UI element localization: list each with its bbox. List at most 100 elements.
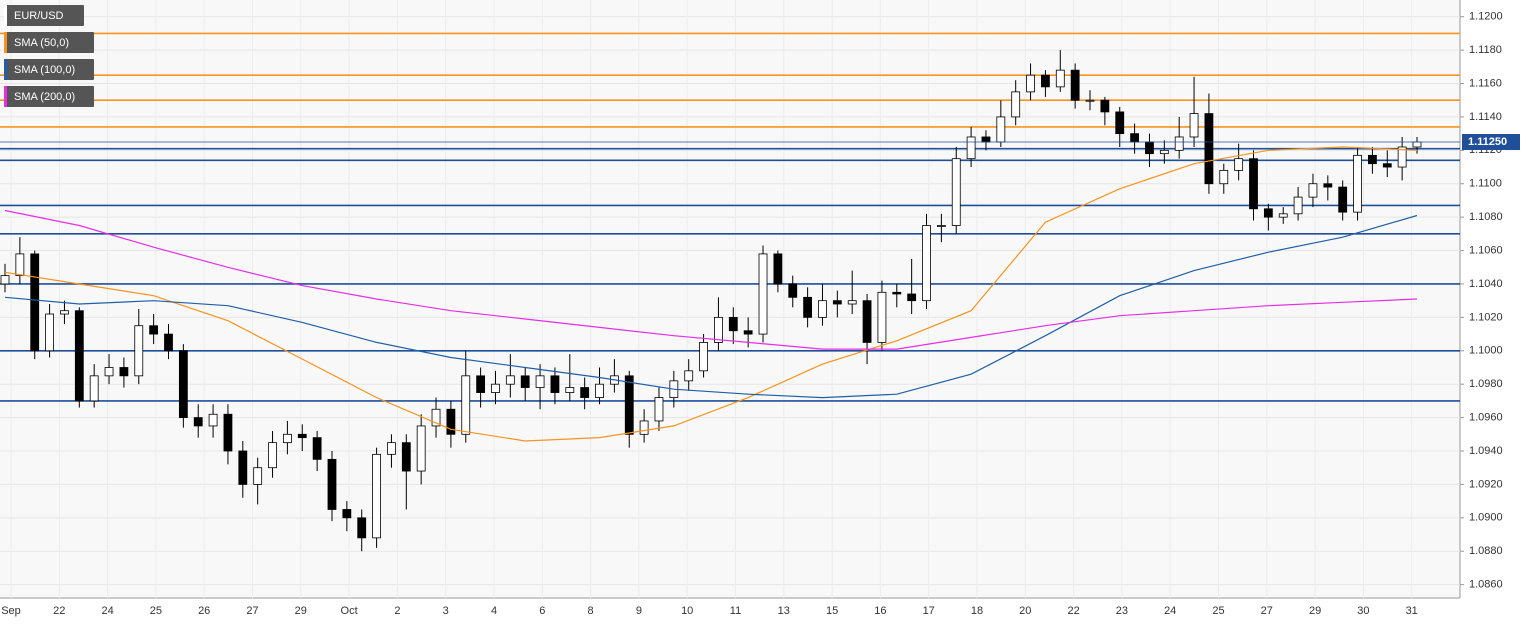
candle-body bbox=[1011, 91, 1021, 118]
candle-body bbox=[1382, 163, 1392, 168]
y-tick-label: 1.1040 bbox=[1469, 278, 1503, 290]
x-tick-label: 24 bbox=[101, 605, 113, 617]
candle-body bbox=[951, 158, 961, 226]
candle-body bbox=[1412, 141, 1422, 148]
y-tick-label: 1.0980 bbox=[1469, 378, 1503, 390]
candle-body bbox=[119, 367, 129, 377]
x-tick-label: 25 bbox=[150, 605, 162, 617]
candle-body bbox=[996, 116, 1006, 143]
x-tick-label: 22 bbox=[1067, 605, 1079, 617]
x-tick-label: Oct bbox=[341, 605, 358, 617]
candle-body bbox=[387, 442, 396, 455]
legend-box bbox=[4, 86, 94, 107]
candle-body bbox=[788, 283, 798, 298]
candle-body bbox=[253, 467, 263, 485]
candle-body bbox=[1338, 186, 1348, 213]
x-tick-label: 18 bbox=[971, 605, 983, 617]
candle-body bbox=[476, 375, 486, 393]
candle-body bbox=[892, 291, 902, 295]
candle-body bbox=[1115, 111, 1125, 135]
y-tick-label: 1.0900 bbox=[1469, 512, 1503, 524]
candle-body bbox=[60, 310, 69, 315]
legend-box bbox=[4, 32, 94, 53]
candle-body bbox=[208, 413, 218, 427]
candle-body bbox=[1174, 136, 1184, 151]
candle-body bbox=[728, 316, 738, 332]
candle-body bbox=[907, 293, 917, 302]
x-tick-label: 26 bbox=[198, 605, 210, 617]
y-tick-label: 1.1160 bbox=[1469, 77, 1502, 89]
candle-body bbox=[1085, 99, 1095, 102]
candle-body bbox=[877, 291, 887, 343]
y-tick-label: 1.1080 bbox=[1469, 211, 1503, 223]
legend-swatch bbox=[4, 32, 7, 53]
sma-line bbox=[4, 209, 1418, 350]
candle-body bbox=[1130, 133, 1139, 143]
y-tick-label: 1.0860 bbox=[1469, 579, 1503, 591]
candle-body bbox=[1041, 74, 1050, 88]
candle-body bbox=[773, 253, 783, 285]
legend-label: SMA (100,0) bbox=[14, 64, 75, 76]
candle-body bbox=[803, 296, 813, 318]
candle-body bbox=[1234, 158, 1244, 171]
candle-body bbox=[15, 253, 25, 277]
candle-body bbox=[1159, 149, 1169, 155]
candle-body bbox=[1189, 113, 1199, 138]
candle-body bbox=[1397, 146, 1407, 168]
candle-body bbox=[520, 375, 530, 388]
x-tick-label: 3 bbox=[443, 605, 449, 617]
x-tick-label: 31 bbox=[1406, 605, 1418, 617]
candle-body bbox=[223, 413, 233, 452]
legend-swatch bbox=[4, 86, 7, 107]
candle-body bbox=[981, 136, 991, 143]
x-tick-label: Sep bbox=[1, 605, 21, 617]
y-tick-label: 1.1180 bbox=[1469, 44, 1502, 56]
candle-body bbox=[847, 300, 857, 305]
x-tick-label: 9 bbox=[636, 605, 642, 617]
x-tick-label: 27 bbox=[246, 605, 258, 617]
y-tick-label: 1.0880 bbox=[1469, 545, 1503, 557]
candle-body bbox=[595, 383, 604, 398]
candle-body bbox=[1070, 69, 1080, 101]
x-tick-label: 17 bbox=[923, 605, 935, 617]
candle-body bbox=[714, 316, 723, 343]
candle-body bbox=[565, 387, 575, 393]
candle-body bbox=[966, 136, 976, 160]
candle-body bbox=[372, 453, 381, 539]
candle-body bbox=[282, 433, 292, 444]
candle-body bbox=[238, 450, 248, 485]
candle-body bbox=[580, 387, 590, 398]
candle-body bbox=[327, 458, 337, 510]
x-tick-label: 25 bbox=[1212, 605, 1224, 617]
x-tick-label: 11 bbox=[730, 605, 741, 617]
x-tick-label: 30 bbox=[1357, 605, 1369, 617]
candle-body bbox=[1323, 183, 1333, 188]
y-tick-label: 1.1000 bbox=[1469, 345, 1503, 357]
candle-body bbox=[416, 425, 426, 472]
x-tick-label: 13 bbox=[778, 605, 790, 617]
candle-body bbox=[505, 375, 515, 385]
candle-body bbox=[178, 350, 188, 418]
legend-box bbox=[4, 5, 84, 26]
candle-body bbox=[312, 437, 322, 460]
candle-body bbox=[1026, 74, 1035, 93]
candle-body bbox=[818, 300, 827, 318]
candle-body bbox=[297, 433, 307, 439]
candle-body bbox=[832, 300, 842, 305]
x-tick-label: 15 bbox=[826, 605, 838, 617]
candle-body bbox=[134, 325, 144, 377]
y-tick-label: 1.0920 bbox=[1469, 478, 1503, 490]
candle-body bbox=[1368, 154, 1377, 165]
candle-body bbox=[936, 225, 946, 227]
x-tick-label: 10 bbox=[681, 605, 693, 617]
candle-body bbox=[639, 420, 649, 435]
legend-swatch bbox=[4, 5, 7, 26]
candle-body bbox=[1100, 99, 1110, 113]
candle-body bbox=[357, 517, 367, 539]
last-price-label: 1.11250 bbox=[1468, 136, 1507, 148]
y-tick-label: 1.1140 bbox=[1469, 111, 1502, 123]
candle-body bbox=[1249, 158, 1258, 210]
candle-body bbox=[342, 509, 352, 519]
